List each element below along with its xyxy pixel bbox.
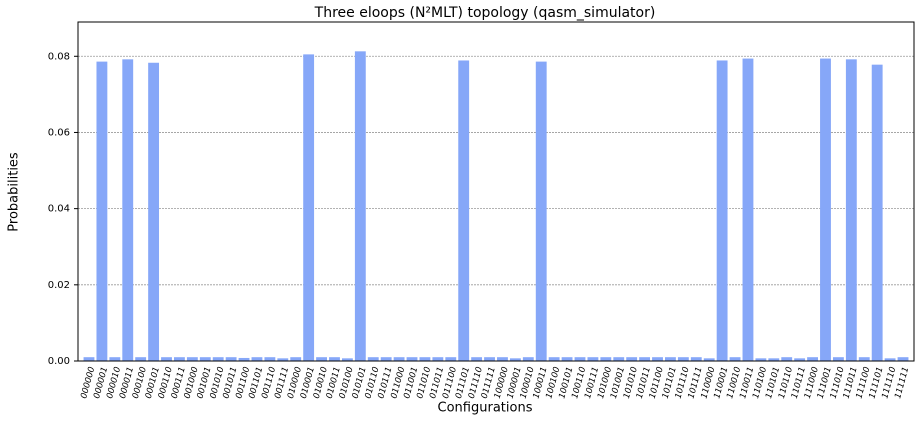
y-tick-label: 0.08 (48, 51, 70, 62)
bar (548, 357, 560, 361)
bar (329, 357, 340, 361)
bar (174, 357, 185, 361)
bar (832, 357, 844, 361)
bar (186, 357, 198, 361)
y-tick-label: 0.04 (48, 204, 70, 215)
bar (871, 64, 883, 361)
bar (703, 358, 715, 361)
bar (716, 60, 728, 361)
bar (574, 357, 586, 361)
bar (251, 357, 263, 361)
bar (509, 358, 521, 361)
bar (212, 357, 224, 361)
bar (522, 357, 534, 361)
bar (393, 357, 405, 361)
bar (497, 357, 508, 361)
bar (225, 357, 237, 361)
bar (755, 358, 767, 361)
bar (406, 357, 418, 361)
plot-frame (77, 21, 915, 362)
bar (419, 357, 431, 361)
bar (600, 357, 612, 361)
bar (858, 357, 870, 361)
bar (639, 357, 651, 361)
bar (794, 358, 806, 361)
bar (122, 59, 134, 361)
bar (677, 357, 689, 361)
bar (768, 358, 780, 361)
bar (161, 357, 172, 361)
bar (432, 357, 444, 361)
bar (199, 357, 211, 361)
bar (807, 357, 818, 361)
bar (380, 357, 392, 361)
bar (290, 357, 302, 361)
bar (690, 357, 702, 361)
bar (316, 357, 327, 361)
x-axis-label: Configurations (438, 401, 533, 416)
y-tick-label: 0.00 (48, 356, 70, 367)
bar (652, 357, 663, 361)
bar (626, 357, 638, 361)
bar (367, 357, 379, 361)
bar (484, 357, 495, 361)
y-tick-label: 0.06 (48, 127, 70, 138)
bar (587, 357, 599, 361)
y-axis-label: Probabilities (7, 152, 22, 232)
bar (845, 59, 857, 361)
bar (729, 357, 741, 361)
y-tick-label: 0.02 (48, 280, 70, 291)
bar (109, 357, 121, 361)
bar (148, 62, 160, 362)
chart-title: Three eloops (N²MLT) topology (qasm_simu… (314, 5, 656, 21)
bar (238, 357, 250, 361)
bar (445, 357, 457, 361)
bar (83, 357, 95, 361)
bar (277, 358, 289, 361)
bar (96, 61, 108, 361)
bar (354, 51, 366, 361)
bar (820, 58, 831, 362)
bar (884, 358, 896, 361)
bar (781, 357, 793, 361)
bar (561, 357, 573, 361)
bar (303, 54, 315, 361)
bar (264, 357, 276, 361)
bar (458, 60, 470, 361)
bar (341, 358, 353, 361)
bar (613, 357, 625, 361)
bar (897, 357, 909, 361)
bar (535, 61, 547, 361)
bar (135, 357, 147, 361)
bar (471, 357, 483, 361)
bar (742, 58, 754, 362)
bar (665, 357, 676, 361)
